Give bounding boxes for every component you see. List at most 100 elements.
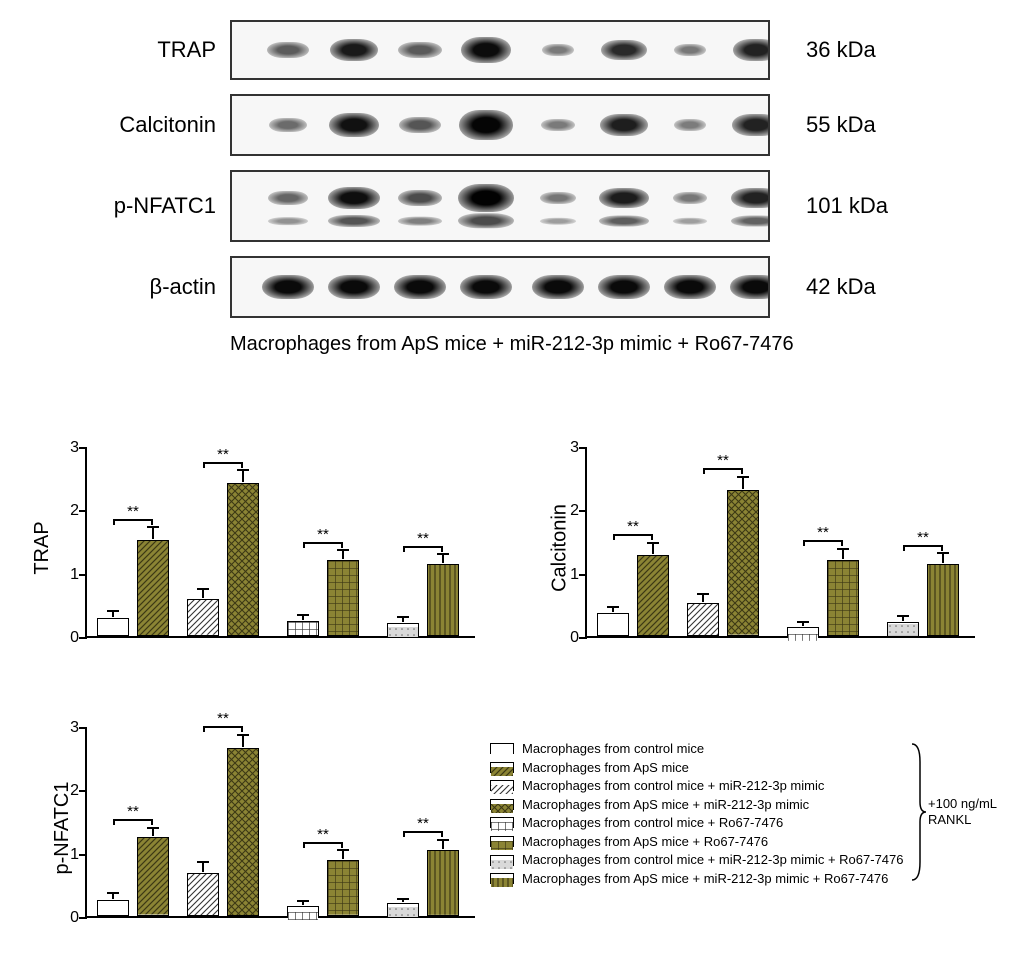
ytick-label: 2 (55, 782, 79, 800)
bar (227, 483, 259, 636)
blot-band (399, 117, 441, 133)
blot-band (269, 118, 307, 132)
legend-text: Macrophages from control mice + miR-212-… (522, 851, 904, 869)
significance-label: ** (917, 529, 929, 546)
chart-plot: 0123******** (85, 448, 475, 638)
bar (327, 860, 359, 916)
blot-band (600, 114, 648, 136)
legend-text: Macrophages from control mice + Ro67-747… (522, 814, 783, 832)
blot-band (458, 184, 514, 212)
blot-kda: 101 kDa (806, 193, 888, 219)
blot-band (459, 110, 513, 140)
significance-label: ** (217, 446, 229, 463)
significance-label: ** (717, 452, 729, 469)
bar (787, 627, 819, 636)
bar (387, 903, 419, 916)
ytick-label: 1 (555, 566, 579, 584)
blot-band (730, 275, 770, 299)
significance-label: ** (317, 826, 329, 843)
chart-calcitonin: Calcitonin0123******** (530, 430, 990, 665)
blot-kda: 42 kDa (806, 274, 876, 300)
bar (927, 564, 959, 636)
ytick-label: 1 (55, 566, 79, 584)
chart-ytitle: TRAP (31, 521, 54, 574)
blot-band (398, 217, 442, 226)
blot-frame (230, 94, 770, 156)
blot-band (330, 39, 378, 61)
blot-band (394, 275, 446, 299)
significance-label: ** (217, 710, 229, 727)
bar (827, 560, 859, 636)
blot-band (329, 113, 379, 137)
blot-band (458, 213, 514, 228)
blot-band (398, 42, 442, 58)
blot-band (460, 275, 512, 299)
chart-pnfatc1: p-NFATC10123******** (30, 710, 490, 945)
legend-text: Macrophages from ApS mice + Ro67-7476 (522, 833, 768, 851)
blot-band (664, 275, 716, 299)
ytick-label: 3 (55, 719, 79, 737)
bar (427, 564, 459, 636)
chart-plot: 0123******** (85, 728, 475, 918)
blot-band (673, 192, 707, 204)
blot-row-p-nfatc1: p-NFATC1 101 kDa (100, 170, 950, 242)
blot-frame (230, 170, 770, 242)
legend-text: Macrophages from control mice (522, 740, 704, 758)
legend-text: Macrophages from ApS mice + miR-212-3p m… (522, 870, 888, 888)
blot-row-trap: TRAP36 kDa (100, 20, 950, 80)
legend-text: Macrophages from ApS mice (522, 759, 689, 777)
blot-band (461, 37, 511, 63)
blot-band (599, 188, 649, 208)
blot-frame (230, 20, 770, 80)
blot-band (541, 119, 575, 131)
blot-band (540, 192, 576, 204)
blot-band (733, 39, 770, 61)
legend: Macrophages from control miceMacrophages… (490, 740, 1010, 888)
blot-band (328, 275, 380, 299)
blot-band (542, 44, 574, 56)
blot-band (731, 188, 770, 208)
bar (227, 748, 259, 916)
bar (137, 837, 169, 916)
bar (187, 599, 219, 636)
significance-label: ** (317, 526, 329, 543)
blot-band (532, 275, 584, 299)
blot-row-β-actin: β-actin 42 kDa (100, 256, 950, 318)
legend-bracket-text: +100 ng/mLRANKL (928, 796, 997, 827)
blot-band (268, 191, 308, 205)
ytick-label: 0 (55, 629, 79, 647)
significance-label: ** (817, 524, 829, 541)
blot-band (674, 119, 706, 131)
ytick-label: 0 (55, 909, 79, 927)
bar (97, 900, 129, 916)
ytick-label: 0 (555, 629, 579, 647)
bar (97, 618, 129, 636)
blot-band (398, 190, 442, 206)
blot-band (674, 44, 706, 56)
ytick-label: 1 (55, 846, 79, 864)
blot-band (732, 114, 770, 136)
blot-band (540, 218, 576, 225)
ytick-label: 2 (55, 502, 79, 520)
ytick-label: 2 (555, 502, 579, 520)
ytick-label: 3 (555, 439, 579, 457)
blot-band (599, 215, 649, 226)
blot-band (267, 42, 309, 58)
bar (187, 873, 219, 916)
bar (327, 560, 359, 636)
legend-text: Macrophages from ApS mice + miR-212-3p m… (522, 796, 809, 814)
significance-label: ** (127, 803, 139, 820)
blot-label: p-NFATC1 (100, 193, 230, 219)
bar (687, 603, 719, 636)
western-blot-panel: TRAP36 kDaCalcitonin55 kDap-NFATC1101 kD… (100, 20, 950, 357)
blot-kda: 36 kDa (806, 37, 876, 63)
chart-trap: TRAP0123******** (30, 430, 490, 665)
legend-text: Macrophages from control mice + miR-212-… (522, 777, 824, 795)
blot-caption: Macrophages from ApS mice + miR-212-3p m… (100, 332, 950, 357)
ytick-label: 3 (55, 439, 79, 457)
bar (287, 906, 319, 916)
blot-label: β-actin (100, 274, 230, 300)
blot-band (328, 215, 380, 227)
blot-kda: 55 kDa (806, 112, 876, 138)
blot-band (262, 275, 314, 299)
